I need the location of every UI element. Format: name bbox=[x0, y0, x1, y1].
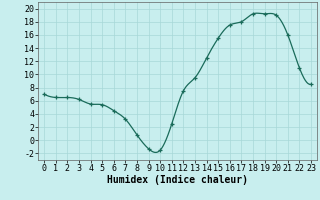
X-axis label: Humidex (Indice chaleur): Humidex (Indice chaleur) bbox=[107, 175, 248, 185]
